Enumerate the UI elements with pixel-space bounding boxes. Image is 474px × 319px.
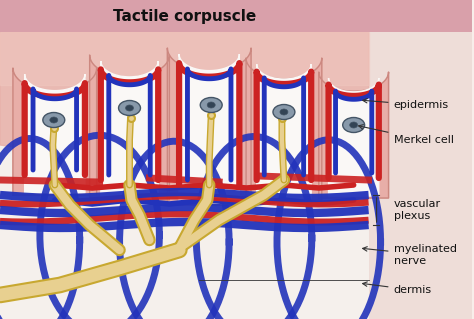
- Ellipse shape: [350, 122, 358, 128]
- Bar: [0, 32, 369, 319]
- Ellipse shape: [280, 109, 288, 115]
- Polygon shape: [167, 48, 251, 205]
- Polygon shape: [246, 58, 322, 200]
- Text: epidermis: epidermis: [363, 99, 449, 110]
- Polygon shape: [328, 78, 379, 196]
- Polygon shape: [0, 32, 369, 85]
- Ellipse shape: [207, 102, 215, 108]
- Polygon shape: [257, 64, 311, 198]
- Ellipse shape: [343, 117, 365, 132]
- Ellipse shape: [273, 105, 295, 120]
- Polygon shape: [179, 54, 239, 203]
- Polygon shape: [0, 32, 369, 153]
- Polygon shape: [319, 72, 389, 198]
- Text: vascular
plexus: vascular plexus: [393, 199, 441, 221]
- Bar: [369, 32, 472, 319]
- Text: dermis: dermis: [363, 282, 432, 295]
- Polygon shape: [90, 55, 169, 200]
- Bar: [0, 0, 472, 32]
- Ellipse shape: [126, 105, 134, 111]
- Polygon shape: [25, 74, 85, 193]
- Ellipse shape: [200, 98, 222, 113]
- Polygon shape: [101, 61, 158, 198]
- Text: myelinated
nerve: myelinated nerve: [363, 244, 456, 266]
- Ellipse shape: [50, 117, 58, 123]
- Text: Merkel cell: Merkel cell: [359, 125, 454, 145]
- Text: Tactile corpuscle: Tactile corpuscle: [113, 9, 256, 24]
- Polygon shape: [13, 68, 97, 195]
- Ellipse shape: [118, 100, 140, 115]
- Ellipse shape: [43, 113, 65, 128]
